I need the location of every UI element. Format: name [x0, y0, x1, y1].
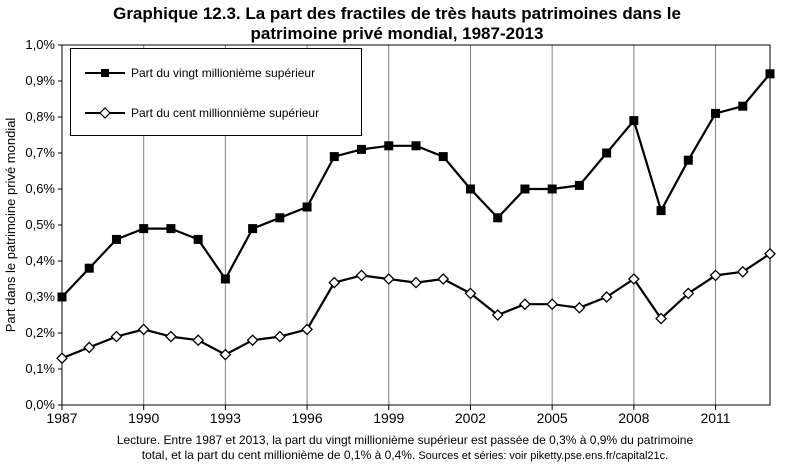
filled-square-marker-icon [85, 69, 125, 77]
data-point-diamond [273, 330, 286, 343]
data-point-diamond [464, 287, 477, 300]
data-point-square [84, 263, 94, 273]
data-point-diamond [600, 291, 613, 303]
data-point-diamond [410, 276, 422, 289]
y-tick-label: 0,1% [25, 361, 55, 376]
data-point-square [547, 184, 557, 194]
legend-item-series-1: Part du vingt millionième supérieur [71, 63, 315, 83]
data-point-diamond [491, 309, 504, 321]
x-tick-label: 1993 [210, 410, 241, 426]
y-tick-label: 0,7% [25, 145, 55, 160]
y-tick-label: 0,8% [25, 109, 55, 124]
legend-label-series-1: Part du vingt millionième supérieur [131, 66, 316, 80]
data-point-square [302, 202, 312, 212]
caption-sources: Sources et séries: voir piketty.pse.ens.… [415, 450, 669, 462]
y-tick-label: 0,6% [25, 181, 55, 196]
data-point-diamond [382, 273, 395, 285]
y-tick-label: 0,3% [25, 289, 55, 304]
chart-title-line-2: patrimoine privé mondial, 1987-2013 [250, 24, 544, 43]
y-tick-label: 0,2% [25, 325, 55, 340]
data-point-diamond [546, 298, 559, 311]
data-point-square [111, 234, 121, 244]
data-point-square [520, 184, 530, 194]
x-tick-label: 1987 [46, 410, 77, 426]
data-point-diamond [246, 334, 259, 347]
chart-title-line-1: Graphique 12.3. La part des fractiles de… [113, 4, 681, 23]
data-point-square [711, 108, 721, 118]
caption-reading-note: total, et la part du cent millionième de… [141, 448, 416, 462]
data-point-diamond [301, 323, 313, 336]
data-point-square [275, 213, 285, 223]
data-point-square [656, 206, 666, 216]
data-point-square [193, 234, 203, 244]
data-point-square [329, 152, 339, 162]
series-line-2 [61, 252, 771, 360]
data-point-square [493, 213, 503, 223]
data-point-square [602, 148, 612, 158]
x-tick-label: 2002 [455, 410, 486, 426]
data-point-diamond [627, 273, 640, 285]
y-axis-label: Part dans le patrimoine privé mondial [3, 118, 18, 333]
data-point-diamond [573, 301, 586, 314]
y-tick-label: 0,5% [25, 217, 55, 232]
data-point-square [438, 152, 448, 162]
y-tick-label: 0,9% [25, 73, 55, 88]
data-point-square [139, 224, 149, 234]
data-point-diamond [192, 334, 205, 347]
data-point-diamond [682, 287, 695, 300]
data-point-square [629, 116, 639, 126]
data-point-diamond [137, 323, 150, 336]
data-point-diamond [709, 269, 722, 282]
data-point-square [411, 141, 421, 151]
chart-title: Graphique 12.3. La part des fractiles de… [0, 4, 794, 44]
data-point-square [248, 224, 258, 234]
data-point-diamond [736, 265, 749, 278]
caption: Lecture. Entre 1987 et 2013, la part du … [60, 433, 750, 464]
data-point-diamond [56, 352, 68, 365]
data-point-diamond [83, 341, 96, 354]
x-tick-label: 1999 [373, 410, 404, 426]
data-point-diamond [764, 247, 776, 260]
data-point-square [357, 144, 367, 154]
y-axis: 0,0% 0,1% 0,2% 0,3% 0,4% 0,5% 0,6% 0,7% 0,8% 0,9%… [25, 37, 62, 412]
y-tick-label: 0,4% [25, 253, 55, 268]
data-point-square [220, 274, 230, 284]
x-tick-label: 1996 [291, 410, 322, 426]
open-diamond-marker-icon [85, 107, 125, 119]
x-tick-label: 1990 [128, 410, 159, 426]
x-tick-label: 2005 [537, 410, 568, 426]
data-point-square [465, 184, 475, 194]
data-point-diamond [519, 298, 531, 311]
data-point-diamond [165, 330, 177, 343]
x-axis: 1987 1990 1993 1996 1999 2002 2005 2008 2011 [46, 405, 731, 426]
x-tick-label: 2011 [700, 410, 730, 426]
caption-line-2: total, et la part du cent millionième de… [60, 448, 750, 464]
data-point-square [738, 101, 748, 111]
data-point-diamond [655, 312, 667, 325]
data-point-diamond [110, 330, 123, 343]
data-point-square [384, 141, 394, 151]
data-point-diamond [437, 273, 450, 285]
y-tick-label: 0,0% [25, 397, 55, 412]
legend-label-series-2: Part du cent millionnième supérieur [131, 106, 320, 120]
data-point-square [765, 69, 775, 79]
data-point-diamond [219, 348, 232, 361]
data-point-diamond [328, 276, 341, 289]
data-point-square [574, 180, 584, 190]
series-layer [56, 69, 776, 365]
legend: Part du vingt millionième supérieur Part… [70, 48, 362, 136]
data-point-diamond [355, 269, 368, 282]
caption-line-1: Lecture. Entre 1987 et 2013, la part du … [116, 433, 694, 447]
legend-item-series-2: Part du cent millionnième supérieur [71, 103, 319, 123]
data-point-square [683, 155, 693, 165]
x-tick-label: 2008 [618, 410, 649, 426]
data-point-square [57, 292, 67, 302]
y-tick-label: 1,0% [25, 37, 55, 52]
data-point-square [166, 224, 176, 234]
